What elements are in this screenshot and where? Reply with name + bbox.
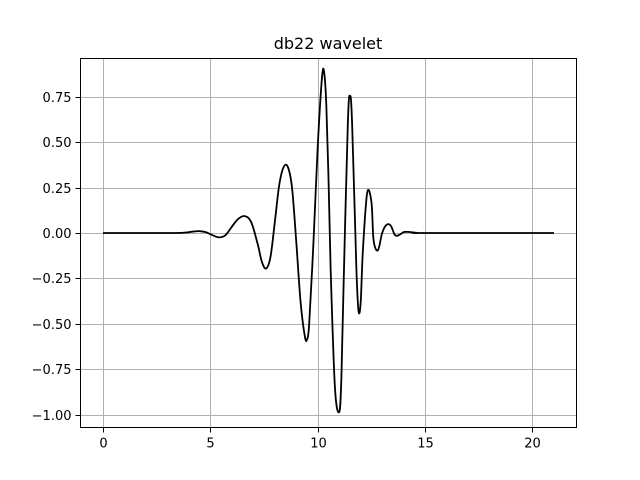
y-tick-label: −0.75 bbox=[32, 363, 72, 378]
y-tick-label: −0.25 bbox=[32, 272, 72, 287]
y-tick-label: 0.75 bbox=[43, 91, 72, 106]
x-tick-label: 5 bbox=[206, 437, 214, 452]
x-tick-label: 10 bbox=[310, 437, 327, 452]
y-tick-label: 0.50 bbox=[43, 136, 72, 151]
y-tick-label: −0.50 bbox=[32, 318, 72, 333]
plot-frame bbox=[80, 58, 577, 428]
chart-title: db22 wavelet bbox=[274, 34, 383, 53]
x-tick-label: 15 bbox=[417, 437, 434, 452]
wavelet-line bbox=[103, 67, 554, 414]
y-tick-label: −1.00 bbox=[32, 409, 72, 424]
y-tick-label: 0.00 bbox=[43, 227, 72, 242]
axes-ticks: 0 5 10 15 20 0.75 0.50 0.25 0.00 −0.25 −0.50 −0.75 −… bbox=[32, 91, 541, 452]
x-tick-label: 0 bbox=[99, 437, 107, 452]
plot-area bbox=[103, 67, 554, 414]
grid bbox=[80, 58, 577, 428]
y-tick-label: 0.25 bbox=[43, 182, 72, 197]
x-tick-label: 20 bbox=[524, 437, 541, 452]
